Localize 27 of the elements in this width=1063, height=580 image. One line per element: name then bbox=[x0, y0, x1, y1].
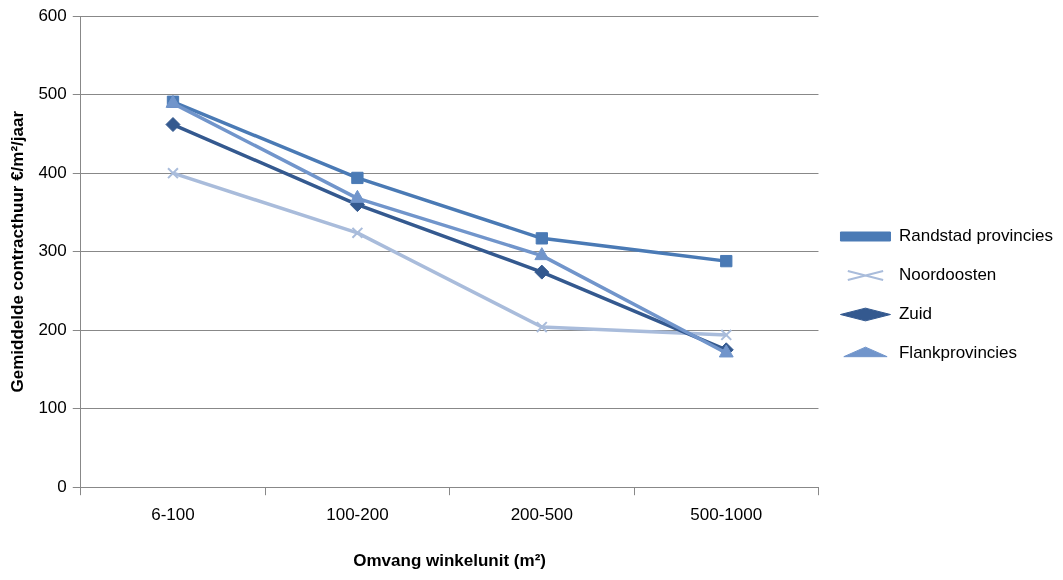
x-axis-title: Omvang winkelunit (m²) bbox=[353, 551, 546, 571]
point bbox=[351, 171, 364, 185]
point bbox=[165, 117, 181, 133]
legend-label: Randstad provincies bbox=[898, 226, 1053, 246]
legend-label: Noordoosten bbox=[898, 265, 997, 285]
legend-label: Flankprovincies bbox=[898, 343, 1018, 363]
point bbox=[534, 247, 550, 261]
y-tick-label: 500 bbox=[38, 84, 67, 104]
y-tick-label: 400 bbox=[38, 162, 67, 182]
y-tick-label: 300 bbox=[38, 241, 67, 261]
y-tick-label: 100 bbox=[38, 398, 67, 418]
x-tick-label: 200-500 bbox=[510, 505, 574, 525]
point bbox=[351, 226, 364, 239]
point bbox=[167, 167, 179, 180]
x-tick-label: 6-100 bbox=[151, 505, 195, 525]
point bbox=[720, 254, 733, 268]
legend-label: Zuid bbox=[898, 304, 933, 324]
y-tick-label: 600 bbox=[38, 5, 67, 25]
point bbox=[534, 264, 550, 280]
y-tick-label: 0 bbox=[57, 476, 67, 496]
x-tick-label: 500-1000 bbox=[690, 505, 763, 525]
point bbox=[720, 328, 733, 341]
point bbox=[535, 321, 548, 334]
point bbox=[535, 232, 548, 245]
y-axis-title: Gemiddelde contracthuur €/m²/jaar bbox=[7, 110, 27, 393]
y-tick-label: 200 bbox=[38, 319, 67, 339]
x-tick-label: 100-200 bbox=[326, 505, 389, 525]
